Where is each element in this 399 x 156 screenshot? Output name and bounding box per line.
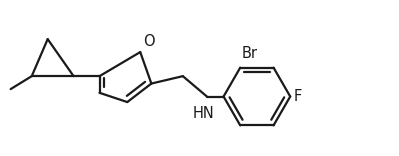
Text: Br: Br [242,46,258,61]
Text: O: O [143,34,155,49]
Text: HN: HN [192,106,214,121]
Text: F: F [294,89,302,104]
